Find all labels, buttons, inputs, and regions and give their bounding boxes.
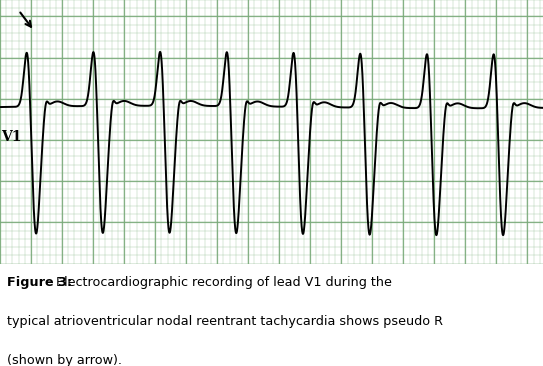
Text: Electrocardiographic recording of lead V1 during the: Electrocardiographic recording of lead V… [56, 276, 392, 289]
Text: Figure 3:: Figure 3: [7, 276, 72, 289]
Text: (shown by arrow).: (shown by arrow). [7, 354, 122, 366]
Text: typical atrioventricular nodal reentrant tachycardia shows pseudo R: typical atrioventricular nodal reentrant… [7, 315, 443, 328]
Text: V1: V1 [2, 130, 22, 144]
